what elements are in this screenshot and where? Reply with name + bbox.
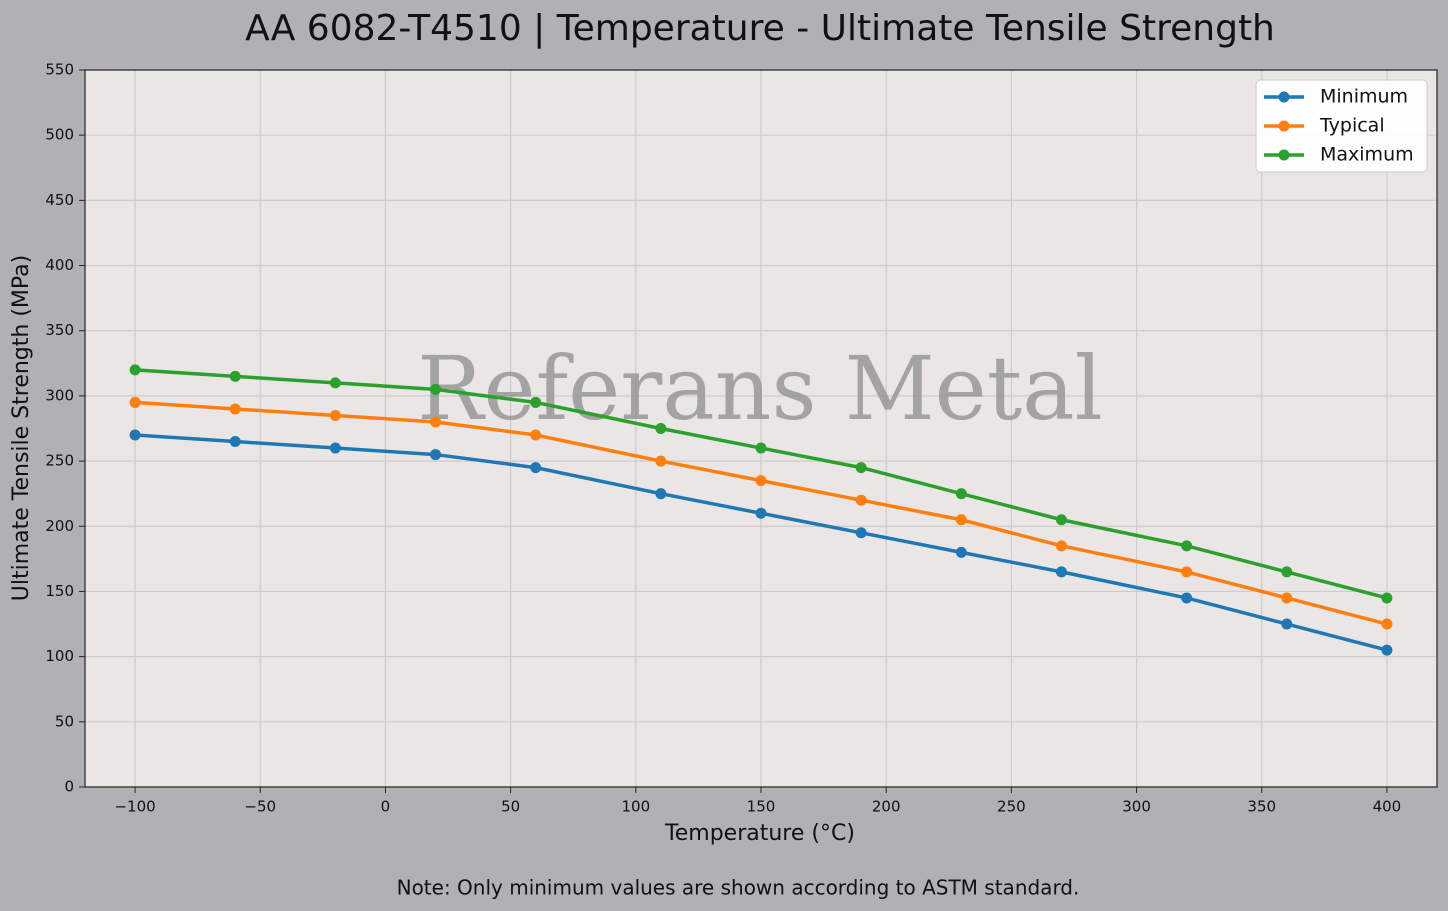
data-point — [955, 488, 967, 500]
data-point — [430, 416, 442, 428]
x-tick-label: 100 — [621, 798, 650, 816]
y-tick-label: 200 — [45, 517, 74, 535]
y-axis-label: Ultimate Tensile Strength (MPa) — [9, 255, 34, 601]
data-point — [955, 546, 967, 558]
y-tick-label: 150 — [45, 582, 74, 600]
data-point — [755, 507, 767, 519]
legend-label: Minimum — [1320, 86, 1408, 108]
legend-label: Maximum — [1320, 144, 1414, 166]
y-tick-label: 250 — [45, 452, 74, 470]
chart-title: AA 6082-T4510 | Temperature - Ultimate T… — [245, 8, 1275, 49]
data-point — [430, 383, 442, 395]
data-point — [855, 494, 867, 506]
x-tick-label: 400 — [1373, 798, 1402, 816]
data-point — [329, 409, 341, 421]
data-point — [1181, 540, 1193, 552]
y-tick-label: 100 — [45, 647, 74, 665]
x-tick-label: 150 — [747, 798, 776, 816]
data-point — [530, 462, 542, 474]
legend-marker — [1278, 91, 1290, 103]
data-point — [1181, 566, 1193, 578]
data-point — [755, 475, 767, 487]
y-tick-label: 550 — [45, 61, 74, 79]
y-tick-label: 400 — [45, 256, 74, 274]
legend-marker — [1278, 149, 1290, 161]
data-point — [129, 429, 141, 441]
data-point — [1055, 540, 1067, 552]
legend-marker — [1278, 120, 1290, 132]
y-tick-label: 500 — [45, 126, 74, 144]
x-tick-label: 50 — [501, 798, 520, 816]
data-point — [329, 442, 341, 454]
data-point — [1381, 618, 1393, 630]
data-point — [655, 423, 667, 434]
data-point — [1381, 592, 1393, 604]
data-point — [955, 514, 967, 526]
x-tick-label: 0 — [381, 798, 391, 816]
y-tick-label: 300 — [45, 386, 74, 404]
y-tick-label: 350 — [45, 321, 74, 339]
data-point — [1055, 514, 1067, 526]
x-tick-label: 350 — [1247, 798, 1276, 816]
y-tick-label: 0 — [64, 778, 74, 796]
data-point — [855, 527, 867, 539]
data-point — [1181, 592, 1193, 604]
data-point — [1281, 618, 1293, 630]
data-point — [1281, 592, 1293, 604]
y-tick-label: 450 — [45, 191, 74, 209]
x-tick-label: 300 — [1122, 798, 1151, 816]
note: Note: Only minimum values are shown acco… — [397, 876, 1080, 900]
data-point — [229, 370, 241, 382]
data-point — [655, 455, 667, 467]
data-point — [855, 462, 867, 474]
data-point — [1281, 566, 1293, 578]
data-point — [755, 442, 767, 454]
data-point — [229, 403, 241, 415]
data-point — [1381, 644, 1393, 656]
data-point — [229, 436, 241, 448]
data-point — [530, 396, 542, 408]
data-point — [129, 396, 141, 408]
data-point — [1055, 566, 1067, 578]
y-tick-label: 50 — [55, 712, 74, 730]
x-tick-label: 200 — [872, 798, 901, 816]
x-tick-label: 250 — [997, 798, 1026, 816]
x-tick-label: −50 — [244, 798, 276, 816]
plot-frame — [84, 69, 1438, 788]
data-point — [329, 377, 341, 389]
x-axis-label: Temperature (°C) — [664, 821, 855, 846]
data-point — [430, 449, 442, 461]
data-point — [129, 364, 141, 376]
legend-box — [1255, 79, 1428, 173]
legend-label: Typical — [1319, 115, 1385, 137]
watermark: Referans Metal — [417, 337, 1102, 440]
data-point — [530, 429, 542, 441]
x-tick-label: −100 — [114, 798, 155, 816]
data-point — [655, 488, 667, 500]
